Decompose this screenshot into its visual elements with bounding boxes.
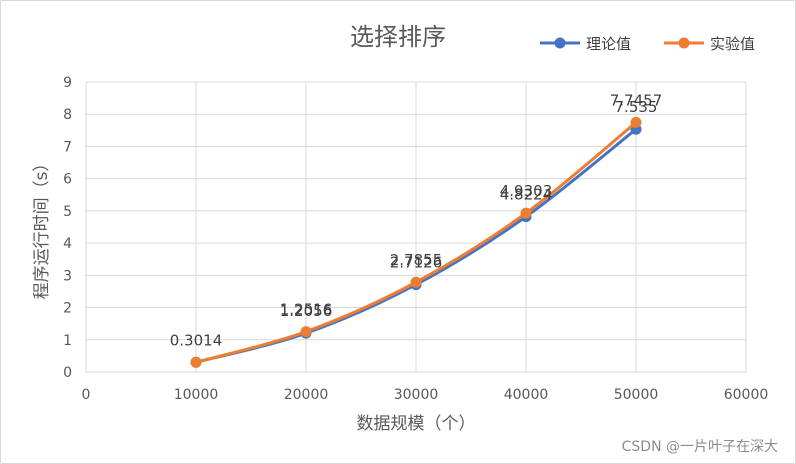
y-tick-label: 9 bbox=[63, 75, 72, 91]
series-2-point bbox=[190, 356, 202, 368]
y-tick-label: 6 bbox=[63, 172, 72, 188]
y-tick-label: 7 bbox=[63, 139, 72, 155]
y-tick-label: 4 bbox=[63, 236, 72, 252]
x-tick-label: 0 bbox=[82, 387, 91, 403]
series-2-point bbox=[630, 116, 642, 128]
data-label: 2.7855 bbox=[390, 251, 443, 269]
x-tick-label: 30000 bbox=[394, 387, 439, 403]
legend-swatch-marker bbox=[678, 37, 690, 49]
series-2-point bbox=[300, 326, 312, 338]
x-tick-label: 20000 bbox=[284, 387, 329, 403]
axes: 0 1 2 3 4 5 6 7 8 9 0 10000 20000 30000 40000 50000 6000… bbox=[63, 75, 768, 403]
x-tick-label: 40000 bbox=[504, 387, 549, 403]
data-label: 1.2516 bbox=[280, 301, 333, 319]
data-label: 2.7126 bbox=[390, 254, 443, 272]
y-tick-label: 0 bbox=[63, 365, 72, 381]
x-tick-label: 10000 bbox=[174, 387, 219, 403]
data-label: 0.3014 bbox=[170, 331, 223, 349]
series-2-point bbox=[410, 276, 422, 288]
series bbox=[190, 116, 642, 368]
y-axis-title: 程序运行时间（s） bbox=[32, 155, 52, 300]
y-tick-label: 3 bbox=[63, 268, 72, 284]
legend: 理论值 实验值 bbox=[540, 35, 755, 53]
y-tick-label: 5 bbox=[63, 204, 72, 220]
data-label: 7.7457 bbox=[610, 91, 663, 109]
y-tick-label: 8 bbox=[63, 107, 72, 123]
legend-label: 理论值 bbox=[586, 35, 631, 53]
series-2-point bbox=[520, 207, 532, 219]
chart-title: 选择排序 bbox=[350, 23, 446, 51]
data-label: 4.8224 bbox=[500, 186, 553, 204]
x-axis-title: 数据规模（个） bbox=[357, 414, 476, 434]
watermark-text: CSDN @一片叶子在深大 bbox=[622, 439, 778, 455]
data-label: 1.2056 bbox=[280, 302, 333, 320]
gridlines bbox=[85, 81, 747, 373]
data-label: 4.9303 bbox=[500, 182, 553, 200]
data-label: 7.535 bbox=[615, 98, 658, 116]
data-labels: 1.2056 2.7126 4.8224 7.535 0.3014 1.2516 2.785… bbox=[170, 91, 663, 349]
y-tick-label: 2 bbox=[63, 301, 72, 317]
x-tick-label: 60000 bbox=[724, 387, 769, 403]
y-tick-label: 1 bbox=[63, 333, 72, 349]
x-tick-label: 50000 bbox=[614, 387, 659, 403]
legend-label: 实验值 bbox=[710, 35, 755, 53]
legend-swatch-marker bbox=[554, 37, 566, 49]
